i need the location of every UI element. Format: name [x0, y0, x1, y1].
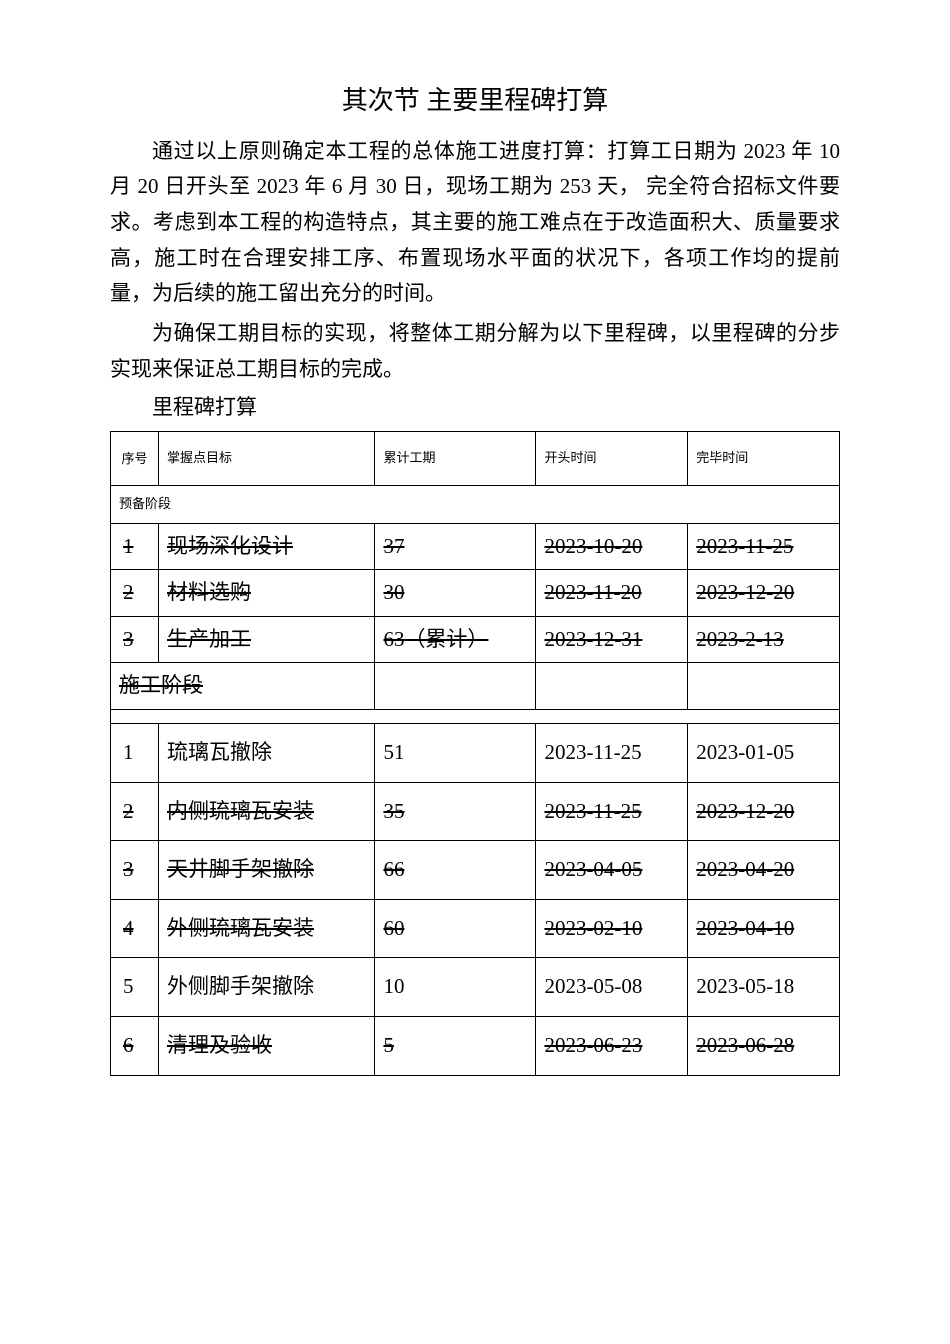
cell-end: 2023-12-20: [688, 570, 840, 617]
table-row: 2内侧琉璃瓦安装352023-11-252023-12-20: [111, 782, 840, 841]
table-row: 6清理及验收52023-06-232023-06-28: [111, 1016, 840, 1075]
cell-duration: 63（累计）: [375, 616, 536, 663]
table-section-row: 预备阶段: [111, 485, 840, 523]
empty-cell: [536, 663, 688, 710]
cell-end: 2023-12-20: [688, 782, 840, 841]
cell-seq: 2: [111, 782, 159, 841]
cell-start: 2023-05-08: [536, 958, 688, 1017]
paragraph-1: 通过以上原则确定本工程的总体施工进度打算：打算工日期为 2023 年 10 月 …: [110, 134, 840, 312]
cell-duration: 10: [375, 958, 536, 1017]
table-row: 1琉璃瓦撤除512023-11-252023-01-05: [111, 723, 840, 782]
table-row: 4外侧琉璃瓦安装602023-02-102023-04-10: [111, 899, 840, 958]
empty-cell: [375, 663, 536, 710]
header-start: 开头时间: [536, 432, 688, 486]
cell-target: 外侧脚手架撤除: [159, 958, 375, 1017]
table-caption: 里程碑打算: [110, 391, 840, 425]
cell-duration: 35: [375, 782, 536, 841]
header-duration: 累计工期: [375, 432, 536, 486]
milestone-table: 序号 掌握点目标 累计工期 开头时间 完毕时间 预备阶段1现场深化设计37202…: [110, 431, 840, 1076]
cell-seq: 6: [111, 1016, 159, 1075]
cell-duration: 60: [375, 899, 536, 958]
cell-seq: 3: [111, 616, 159, 663]
cell-target: 琉璃瓦撤除: [159, 723, 375, 782]
section-label: 预备阶段: [111, 485, 840, 523]
cell-duration: 30: [375, 570, 536, 617]
table-header-row: 序号 掌握点目标 累计工期 开头时间 完毕时间: [111, 432, 840, 486]
cell-end: 2023-06-28: [688, 1016, 840, 1075]
cell-seq: 1: [111, 723, 159, 782]
cell-start: 2023-06-23: [536, 1016, 688, 1075]
cell-end: 2023-2-13: [688, 616, 840, 663]
cell-start: 2023-11-25: [536, 723, 688, 782]
cell-start: 2023-11-20: [536, 570, 688, 617]
page-title: 其次节 主要里程碑打算: [110, 80, 840, 122]
cell-end: 2023-04-10: [688, 899, 840, 958]
cell-end: 2023-11-25: [688, 523, 840, 570]
table-section-row: 施工阶段: [111, 663, 840, 710]
cell-target: 内侧琉璃瓦安装: [159, 782, 375, 841]
paragraph-2: 为确保工期目标的实现，将整体工期分解为以下里程碑，以里程碑的分步实现来保证总工期…: [110, 316, 840, 387]
cell-target: 材料选购: [159, 570, 375, 617]
cell-end: 2023-05-18: [688, 958, 840, 1017]
cell-start: 2023-12-31: [536, 616, 688, 663]
table-row: 3生产加工63（累计）2023-12-312023-2-13: [111, 616, 840, 663]
cell-seq: 3: [111, 841, 159, 900]
cell-duration: 51: [375, 723, 536, 782]
cell-seq: 5: [111, 958, 159, 1017]
cell-start: 2023-02-10: [536, 899, 688, 958]
table-row: 1现场深化设计372023-10-202023-11-25: [111, 523, 840, 570]
cell-seq: 1: [111, 523, 159, 570]
cell-seq: 4: [111, 899, 159, 958]
cell-start: 2023-10-20: [536, 523, 688, 570]
cell-target: 现场深化设计: [159, 523, 375, 570]
header-seq: 序号: [111, 432, 159, 486]
section-label: 施工阶段: [111, 663, 375, 710]
cell-seq: 2: [111, 570, 159, 617]
cell-target: 天井脚手架撤除: [159, 841, 375, 900]
cell-target: 生产加工: [159, 616, 375, 663]
header-end: 完毕时间: [688, 432, 840, 486]
spacer-row: [111, 709, 840, 723]
header-target: 掌握点目标: [159, 432, 375, 486]
cell-duration: 5: [375, 1016, 536, 1075]
table-row: 3天井脚手架撤除662023-04-052023-04-20: [111, 841, 840, 900]
table-row: 5外侧脚手架撤除102023-05-082023-05-18: [111, 958, 840, 1017]
cell-end: 2023-04-20: [688, 841, 840, 900]
cell-duration: 37: [375, 523, 536, 570]
cell-start: 2023-11-25: [536, 782, 688, 841]
cell-start: 2023-04-05: [536, 841, 688, 900]
cell-target: 外侧琉璃瓦安装: [159, 899, 375, 958]
cell-end: 2023-01-05: [688, 723, 840, 782]
table-row: 2材料选购302023-11-202023-12-20: [111, 570, 840, 617]
cell-duration: 66: [375, 841, 536, 900]
cell-target: 清理及验收: [159, 1016, 375, 1075]
empty-cell: [688, 663, 840, 710]
